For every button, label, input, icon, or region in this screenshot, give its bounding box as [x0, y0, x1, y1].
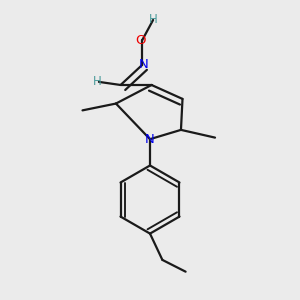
Text: O: O	[136, 34, 146, 46]
Text: N: N	[139, 58, 149, 71]
Text: H: H	[93, 75, 102, 88]
Text: H: H	[149, 14, 158, 26]
Text: N: N	[145, 133, 155, 146]
